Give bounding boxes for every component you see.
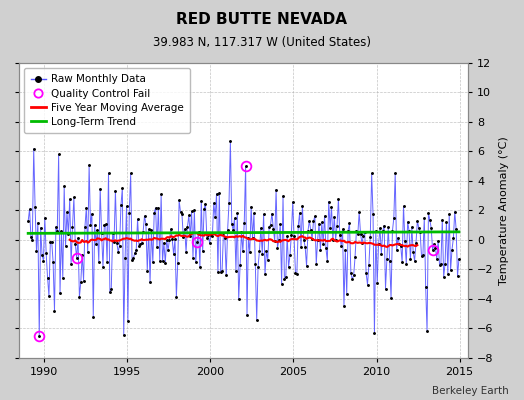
- Text: RED BUTTE NEVADA: RED BUTTE NEVADA: [177, 12, 347, 27]
- Y-axis label: Temperature Anomaly (°C): Temperature Anomaly (°C): [499, 136, 509, 285]
- Text: 39.983 N, 117.317 W (United States): 39.983 N, 117.317 W (United States): [153, 36, 371, 49]
- Text: Berkeley Earth: Berkeley Earth: [432, 386, 508, 396]
- Legend: Raw Monthly Data, Quality Control Fail, Five Year Moving Average, Long-Term Tren: Raw Monthly Data, Quality Control Fail, …: [25, 68, 190, 133]
